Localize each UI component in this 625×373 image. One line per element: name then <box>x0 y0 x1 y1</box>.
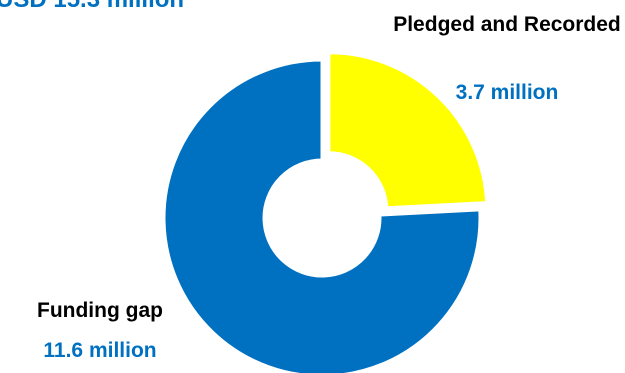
slice-funding-gap <box>162 58 482 373</box>
slice-label-pledged: Pledged and Recorded <box>393 13 621 36</box>
slice-value-funding-gap: 11.6 million <box>43 339 157 362</box>
chart-title: USD 15.3 million <box>0 0 184 14</box>
slice-pledged <box>327 51 489 210</box>
slice-value-pledged: 3.7 million <box>455 81 559 104</box>
slice-label-funding-gap: Funding gap <box>37 299 163 322</box>
